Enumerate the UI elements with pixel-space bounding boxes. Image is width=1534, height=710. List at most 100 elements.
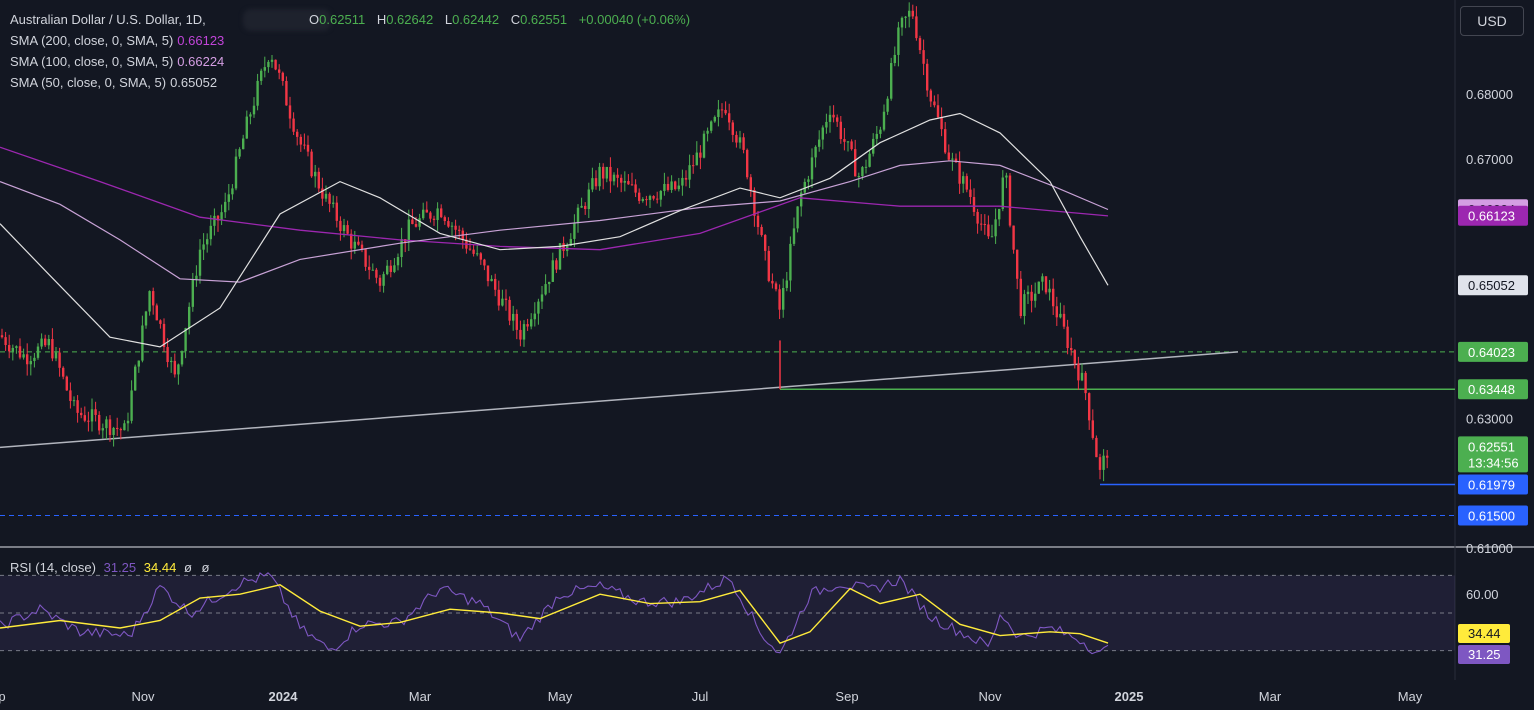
candle-body[interactable] bbox=[188, 306, 191, 329]
candle-body[interactable] bbox=[220, 212, 223, 221]
candle-body[interactable] bbox=[36, 346, 40, 358]
candle-body[interactable] bbox=[990, 236, 994, 238]
price-label-bg[interactable] bbox=[1458, 379, 1528, 400]
candle-body[interactable] bbox=[594, 178, 598, 187]
candle-body[interactable] bbox=[936, 105, 940, 118]
candle-body[interactable] bbox=[198, 249, 202, 276]
candle-body[interactable] bbox=[90, 409, 94, 422]
candle-body[interactable] bbox=[51, 338, 54, 359]
candle-body[interactable] bbox=[382, 274, 385, 286]
candle-body[interactable] bbox=[508, 299, 511, 321]
candle-body[interactable] bbox=[69, 390, 72, 401]
candle-body[interactable] bbox=[976, 211, 979, 224]
price-label-bg[interactable] bbox=[1458, 341, 1528, 362]
candle-body[interactable] bbox=[432, 218, 436, 221]
candle-body[interactable] bbox=[695, 152, 698, 166]
indicator-sma50[interactable]: SMA (50, close, 0, SMA, 5) 0.65052 bbox=[10, 75, 217, 91]
candle-body[interactable] bbox=[238, 149, 241, 157]
candle-body[interactable] bbox=[274, 59, 277, 70]
candle-body[interactable] bbox=[681, 177, 684, 186]
candle-body[interactable] bbox=[40, 338, 43, 347]
candle-body[interactable] bbox=[576, 207, 580, 223]
candle-body[interactable] bbox=[789, 243, 792, 281]
candle-body[interactable] bbox=[897, 27, 900, 55]
candle-body[interactable] bbox=[306, 144, 310, 152]
candle-body[interactable] bbox=[623, 181, 626, 183]
candle-body[interactable] bbox=[206, 239, 209, 245]
sma50-line[interactable] bbox=[0, 112, 1109, 348]
candle-body[interactable] bbox=[292, 118, 295, 132]
candle-body[interactable] bbox=[476, 253, 479, 255]
candle-body[interactable] bbox=[569, 238, 572, 246]
candle-body[interactable] bbox=[558, 243, 562, 270]
candle-body[interactable] bbox=[216, 215, 220, 221]
candle-body[interactable] bbox=[724, 109, 727, 114]
candle-body[interactable] bbox=[15, 346, 18, 348]
candle-body[interactable] bbox=[252, 105, 256, 115]
candle-body[interactable] bbox=[368, 266, 371, 270]
candle-body[interactable] bbox=[321, 188, 324, 199]
candle-body[interactable] bbox=[11, 347, 14, 352]
candle-body[interactable] bbox=[940, 117, 943, 130]
candle-body[interactable] bbox=[1044, 276, 1048, 293]
candle-body[interactable] bbox=[584, 205, 587, 210]
trendline[interactable] bbox=[0, 351, 1239, 449]
candle-body[interactable] bbox=[526, 324, 529, 327]
candle-body[interactable] bbox=[717, 109, 720, 118]
candle-body[interactable] bbox=[821, 127, 824, 140]
candle-body[interactable] bbox=[202, 244, 205, 250]
candle-body[interactable] bbox=[1019, 278, 1022, 316]
candle-body[interactable] bbox=[33, 357, 36, 362]
candle-body[interactable] bbox=[922, 50, 925, 64]
candle-body[interactable] bbox=[893, 54, 896, 64]
candle-body[interactable] bbox=[148, 291, 151, 312]
candle-body[interactable] bbox=[389, 265, 392, 272]
candle-body[interactable] bbox=[47, 338, 50, 346]
candle-body[interactable] bbox=[857, 176, 860, 178]
candle-body[interactable] bbox=[80, 412, 83, 416]
candle-body[interactable] bbox=[177, 364, 180, 375]
candle-body[interactable] bbox=[929, 90, 932, 102]
candle-body[interactable] bbox=[771, 280, 774, 284]
candle-body[interactable] bbox=[18, 346, 22, 358]
candle-body[interactable] bbox=[83, 415, 86, 421]
candle-body[interactable] bbox=[1059, 313, 1062, 318]
candle-body[interactable] bbox=[983, 224, 986, 226]
candle-body[interactable] bbox=[54, 352, 58, 359]
candle-body[interactable] bbox=[728, 113, 731, 123]
candle-body[interactable] bbox=[947, 152, 950, 160]
candle-body[interactable] bbox=[587, 189, 590, 210]
candle-body[interactable] bbox=[29, 361, 32, 365]
candle-body[interactable] bbox=[407, 219, 410, 243]
candle-body[interactable] bbox=[436, 208, 439, 221]
candle-body[interactable] bbox=[684, 177, 688, 180]
candle-body[interactable] bbox=[515, 313, 518, 330]
candle-body[interactable] bbox=[249, 114, 252, 117]
candle-body[interactable] bbox=[1008, 175, 1012, 226]
candle-body[interactable] bbox=[101, 428, 104, 431]
candle-body[interactable] bbox=[134, 366, 137, 391]
candle-body[interactable] bbox=[281, 72, 284, 81]
rsi-legend[interactable]: RSI (14, close) 31.25 34.44 ø ø bbox=[10, 560, 209, 576]
candle-body[interactable] bbox=[454, 225, 457, 230]
candle-body[interactable] bbox=[144, 311, 148, 326]
candle-body[interactable] bbox=[375, 269, 378, 278]
candle-body[interactable] bbox=[540, 294, 544, 302]
candle-body[interactable] bbox=[879, 129, 882, 134]
candle-body[interactable] bbox=[285, 80, 288, 106]
symbol-title[interactable]: Australian Dollar / U.S. Dollar, 1D, bbox=[10, 12, 206, 27]
candle-body[interactable] bbox=[339, 220, 342, 232]
candle-body[interactable] bbox=[0, 335, 4, 338]
candle-body[interactable] bbox=[126, 420, 130, 424]
candle-body[interactable] bbox=[159, 320, 162, 324]
candle-body[interactable] bbox=[807, 179, 810, 182]
candle-body[interactable] bbox=[630, 184, 634, 186]
candle-body[interactable] bbox=[155, 305, 158, 321]
candle-body[interactable] bbox=[987, 224, 990, 237]
candle-body[interactable] bbox=[123, 423, 126, 431]
candle-body[interactable] bbox=[692, 165, 695, 167]
candle-body[interactable] bbox=[335, 202, 338, 221]
candle-body[interactable] bbox=[350, 233, 353, 249]
candle-body[interactable] bbox=[152, 291, 155, 306]
candle-body[interactable] bbox=[1030, 291, 1033, 301]
